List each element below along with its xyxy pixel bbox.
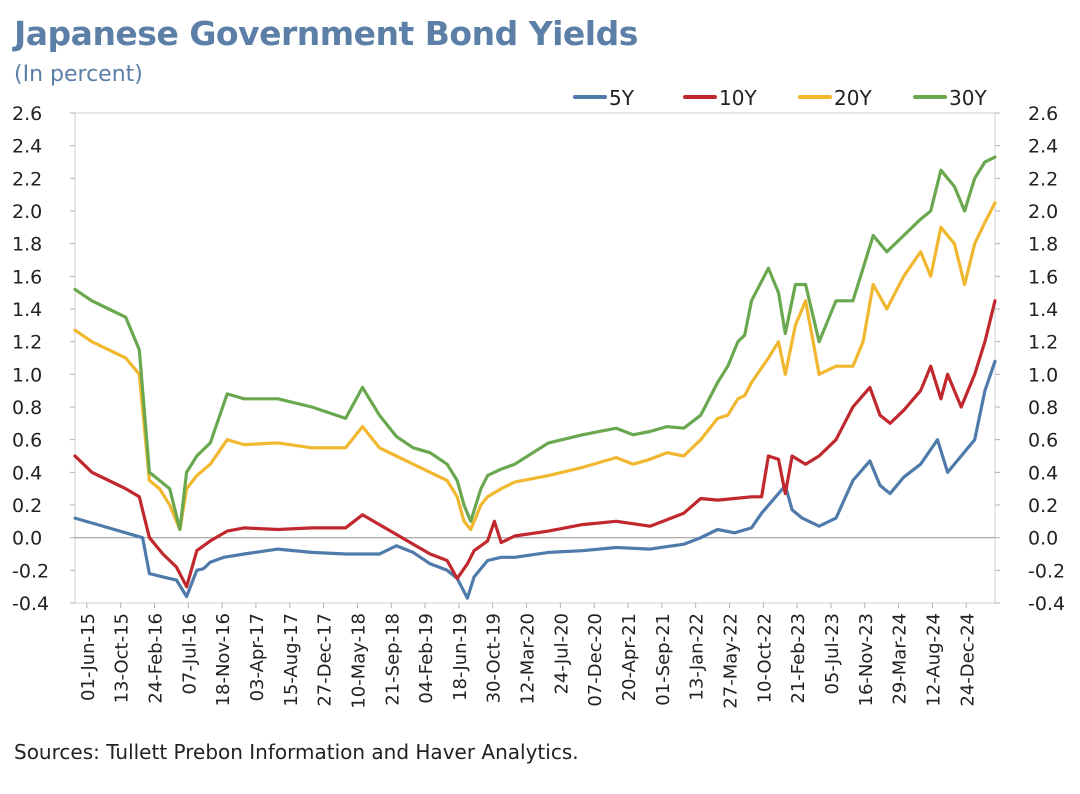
- x-tick-label: 10-Oct-22: [754, 613, 775, 703]
- series-group: [73, 155, 997, 600]
- series-line-10y: [73, 299, 997, 589]
- y-tick-label-left: 1.2: [12, 332, 42, 354]
- x-tick-label: 13-Jan-22: [687, 613, 708, 701]
- x-tick-label: 18-Jun-19: [450, 613, 471, 701]
- y-axis-right: -0.4 -0.2 0.0 0.2 0.4 0.6 0.8 1.0 1.2 1.4 1.6 1.8 2.…: [995, 103, 1065, 615]
- legend: 5Y 10Y 20Y 30Y: [573, 86, 987, 110]
- y-tick-label-right: 2.2: [1028, 168, 1058, 190]
- x-axis: 01-Jun-15 13-Oct-15 24-Feb-16 07-Jul-16 18-N…: [78, 603, 978, 709]
- x-tick-label: 13-Oct-15: [112, 613, 133, 703]
- y-tick-label-right: 1.8: [1028, 234, 1058, 256]
- x-tick-label: 05-Jul-23: [822, 613, 843, 695]
- y-tick-label-right: 2.6: [1028, 103, 1058, 125]
- y-tick-label-right: 0.8: [1028, 397, 1058, 419]
- x-tick-label: 24-Jul-20: [551, 613, 572, 695]
- source-note: Sources: Tullett Prebon Information and …: [14, 740, 579, 764]
- x-tick-label: 20-Apr-21: [619, 613, 640, 701]
- y-tick-label-right: -0.2: [1028, 560, 1065, 582]
- y-tick-label-right: 0.0: [1028, 528, 1058, 550]
- y-tick-label-left: 0.4: [12, 462, 42, 484]
- x-tick-label: 12-Aug-24: [923, 613, 944, 707]
- legend-label-10y: 10Y: [719, 86, 757, 110]
- y-tick-label-right: 0.2: [1028, 495, 1058, 517]
- y-tick-label-left: 0.2: [12, 495, 42, 517]
- y-tick-label-left: 1.4: [12, 299, 42, 321]
- x-tick-label: 15-Aug-17: [281, 613, 302, 707]
- x-tick-label: 30-Oct-19: [484, 613, 505, 703]
- x-tick-label: 29-Mar-24: [890, 613, 911, 705]
- y-tick-label-right: 1.6: [1028, 266, 1058, 288]
- y-axis-left: -0.4 -0.2 0.0 0.2 0.4 0.6 0.8 1.0 1.2 1.4 1.6 1.8 2.…: [12, 103, 75, 615]
- y-tick-label-right: 2.4: [1028, 136, 1058, 158]
- y-tick-label-left: 2.6: [12, 103, 42, 125]
- x-tick-label: 04-Feb-19: [416, 613, 437, 704]
- y-tick-label-left: 1.8: [12, 234, 42, 256]
- y-tick-label-right: 1.2: [1028, 332, 1058, 354]
- y-tick-label-right: -0.4: [1028, 593, 1065, 615]
- x-tick-label: 21-Feb-23: [788, 613, 809, 704]
- chart-title: Japanese Government Bond Yields: [14, 14, 638, 53]
- legend-label-20y: 20Y: [834, 86, 872, 110]
- series-line-5y: [73, 359, 997, 600]
- y-tick-label-left: 0.6: [12, 430, 42, 452]
- series-line-20y: [73, 201, 997, 532]
- x-tick-label: 10-May-18: [348, 613, 369, 709]
- x-tick-label: 21-Sep-18: [382, 613, 403, 706]
- y-tick-label-right: 1.0: [1028, 364, 1058, 386]
- y-tick-label-left: 1.0: [12, 364, 42, 386]
- x-tick-label: 07-Jul-16: [179, 613, 200, 695]
- x-tick-label: 16-Nov-23: [856, 613, 877, 706]
- y-tick-label-right: 1.4: [1028, 299, 1058, 321]
- y-tick-label-right: 0.6: [1028, 430, 1058, 452]
- x-tick-label: 27-Dec-17: [315, 613, 336, 707]
- x-tick-label: 01-Jun-15: [78, 613, 99, 701]
- y-tick-label-left: -0.4: [12, 593, 49, 615]
- y-tick-label-right: 2.0: [1028, 201, 1058, 223]
- y-tick-label-left: -0.2: [12, 560, 49, 582]
- x-tick-label: 18-Nov-16: [213, 613, 234, 706]
- y-tick-label-left: 2.0: [12, 201, 42, 223]
- y-tick-label-left: 1.6: [12, 266, 42, 288]
- series-line-30y: [73, 155, 997, 532]
- chart-subtitle: (In percent): [14, 62, 143, 87]
- y-tick-label-left: 2.2: [12, 168, 42, 190]
- y-tick-label-right: 0.4: [1028, 462, 1058, 484]
- x-tick-label: 01-Sep-21: [653, 613, 674, 706]
- legend-label-30y: 30Y: [949, 86, 987, 110]
- x-tick-label: 24-Dec-24: [957, 613, 978, 707]
- x-tick-label: 27-May-22: [720, 613, 741, 709]
- x-tick-label: 07-Dec-20: [585, 613, 606, 707]
- y-tick-label-left: 0.8: [12, 397, 42, 419]
- y-tick-label-left: 0.0: [12, 528, 42, 550]
- legend-label-5y: 5Y: [609, 86, 635, 110]
- x-tick-label: 24-Feb-16: [145, 613, 166, 704]
- y-tick-label-left: 2.4: [12, 136, 42, 158]
- x-tick-label: 12-Mar-20: [518, 613, 539, 705]
- x-tick-label: 03-Apr-17: [247, 613, 268, 701]
- plot-area: [74, 112, 996, 604]
